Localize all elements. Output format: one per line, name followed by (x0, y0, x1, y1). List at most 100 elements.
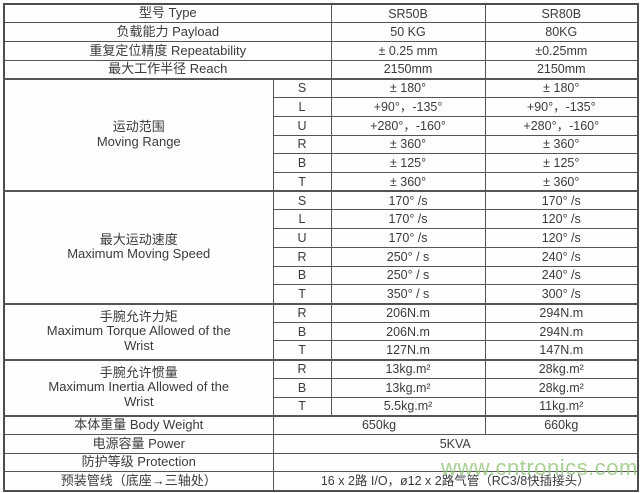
value-cell: 28kg.m² (484, 377, 639, 398)
table-row: B 13kg.m² 28kg.m² (4, 377, 639, 398)
row-label-repeatability: 重复定位精度 Repeatability (3, 40, 332, 61)
value-cell: 240° /s (484, 265, 639, 286)
section-label-moving-speed: 最大运动速度 Maximum Moving Speed (3, 190, 274, 305)
axis-cell: U (272, 228, 332, 248)
table-row: 最大运动速度 Maximum Moving Speed S 170° /s 17… (3, 190, 639, 305)
value-cell: ± 125° (484, 153, 639, 173)
table-row: 最大工作半径 Reach 2150mm 2150mm (3, 59, 639, 80)
value-cell: ± 125° (330, 153, 486, 173)
table-row: 负载能力 Payload 50 KG 80KG (3, 22, 639, 42)
value-cell: 206N.m (330, 321, 486, 342)
section-label-wrist-torque: 手腕允许力矩 Maximum Torque Allowed of the Wri… (3, 302, 274, 361)
axis-cell: B (272, 265, 332, 286)
axis-cell: S (272, 190, 332, 211)
section-label-moving-range: 运动范围 Moving Range (3, 77, 274, 192)
value-cell: 350° / s (330, 284, 486, 304)
value-cell: 28kg.m² (484, 358, 639, 379)
value-cell: 147N.m (484, 340, 639, 361)
section-label-en: Maximum Torque Allowed of the Wrist (46, 323, 231, 353)
axis-cell: R (272, 302, 332, 323)
value-cell: ± 360° (330, 134, 486, 155)
value-cell: +90°，-135° (330, 97, 486, 117)
axis-cell: U (272, 115, 332, 136)
value-cell: ± 180° (484, 77, 639, 99)
table-row: 手腕允许力矩 Maximum Torque Allowed of the Wri… (3, 302, 639, 361)
value-cell: 13kg.m² (330, 358, 486, 379)
value-cell: 11kg.m² (484, 396, 639, 417)
value-cell: 170° /s (330, 190, 486, 211)
table-row: T ± 360° ± 360° (4, 171, 639, 192)
value-cell: ± 180° (330, 77, 486, 99)
value-cell: 294N.m (484, 302, 639, 323)
value-cell: 206N.m (330, 302, 486, 323)
section-label-en: Maximum Moving Speed (67, 246, 211, 262)
value-cell: 170° /s (330, 209, 486, 230)
value-cell: 240° /s (484, 246, 639, 267)
axis-cell: S (272, 77, 332, 99)
table-row: 电源容量 Power 5KVA (3, 434, 639, 454)
value-reach-sr80: 2150mm (484, 59, 639, 80)
spec-table: 型号 Type SR50B SR80B 负载能力 Payload 50 KG 8… (3, 3, 640, 492)
table-row: L 170° /s 120° /s (4, 209, 639, 230)
table-row: B 206N.m 294N.m (4, 321, 639, 342)
section-label-wrist-inertia: 手腕允许惯量 Maximum Inertia Allowed of the Wr… (3, 358, 274, 417)
table-row: T 350° / s 300° /s (4, 284, 639, 304)
value-cell: 250° / s (330, 246, 486, 267)
value-weight-sr50: 650kg (272, 414, 486, 436)
table-row: B 250° / s 240° /s (4, 265, 639, 286)
value-repeatability-sr80: ±0.25mm (484, 40, 639, 61)
section-label-en: Moving Range (96, 134, 181, 150)
section-label-zh: 运动范围 (112, 119, 165, 135)
row-label-payload: 负载能力 Payload (3, 22, 332, 42)
table-row: 手腕允许惯量 Maximum Inertia Allowed of the Wr… (3, 358, 639, 417)
value-cell: +90°，-135° (484, 97, 639, 117)
axis-cell: B (272, 377, 332, 398)
value-reach-sr50: 2150mm (330, 59, 486, 80)
section-label-zh: 手腕允许力矩 (99, 308, 178, 324)
value-cell: 120° /s (484, 228, 639, 248)
axis-cell: T (272, 396, 332, 417)
value-type-sr80: SR80B (484, 3, 639, 24)
row-label-type: 型号 Type (3, 3, 332, 24)
value-cell: 250° / s (330, 265, 486, 286)
value-protection (272, 452, 639, 473)
value-cell: 294N.m (484, 321, 639, 342)
table-row: 本体重量 Body Weight 650kg 660kg (3, 414, 639, 436)
section-label-zh: 手腕允许惯量 (99, 364, 178, 380)
axis-cell: B (272, 153, 332, 173)
value-payload-sr80: 80KG (484, 22, 639, 42)
row-label-reach: 最大工作半径 Reach (3, 59, 332, 80)
value-cell: 170° /s (484, 190, 639, 211)
value-payload-sr50: 50 KG (330, 22, 486, 42)
axis-cell: T (272, 284, 332, 304)
value-cell: 170° /s (330, 228, 486, 248)
axis-cell: L (272, 97, 332, 117)
row-label-piping: 预装管线（底座→三轴处） (3, 471, 274, 492)
axis-cell: T (272, 340, 332, 361)
table-row: 型号 Type SR50B SR80B (3, 3, 639, 24)
value-repeatability-sr50: ± 0.25 mm (330, 40, 486, 61)
value-cell: ± 360° (330, 171, 486, 192)
value-cell: 13kg.m² (330, 377, 486, 398)
row-label-body-weight: 本体重量 Body Weight (3, 414, 274, 436)
table-row: 防护等级 Protection (3, 452, 639, 473)
value-cell: 120° /s (484, 209, 639, 230)
row-label-protection: 防护等级 Protection (3, 452, 274, 473)
axis-cell: R (272, 134, 332, 155)
axis-cell: R (272, 358, 332, 379)
section-label-zh: 最大运动速度 (99, 231, 178, 247)
value-piping: 16 x 2路 I/O，ø12 x 2路气管（RC3/8快插接头） (272, 471, 639, 492)
value-weight-sr80: 660kg (484, 414, 639, 436)
value-cell: ± 360° (484, 171, 639, 192)
value-cell: +280°，-160° (484, 115, 639, 136)
axis-cell: T (272, 171, 332, 192)
axis-cell: R (272, 246, 332, 267)
table-row: 重复定位精度 Repeatability ± 0.25 mm ±0.25mm (3, 40, 639, 61)
value-cell: 127N.m (330, 340, 486, 361)
value-cell: 300° /s (484, 284, 639, 304)
table-row: 预装管线（底座→三轴处） 16 x 2路 I/O，ø12 x 2路气管（RC3/… (3, 471, 639, 492)
table-row: 运动范围 Moving Range S ± 180° ± 180° (3, 77, 639, 192)
axis-cell: L (272, 209, 332, 230)
value-cell: +280°，-160° (330, 115, 486, 136)
row-label-power: 电源容量 Power (3, 434, 274, 454)
